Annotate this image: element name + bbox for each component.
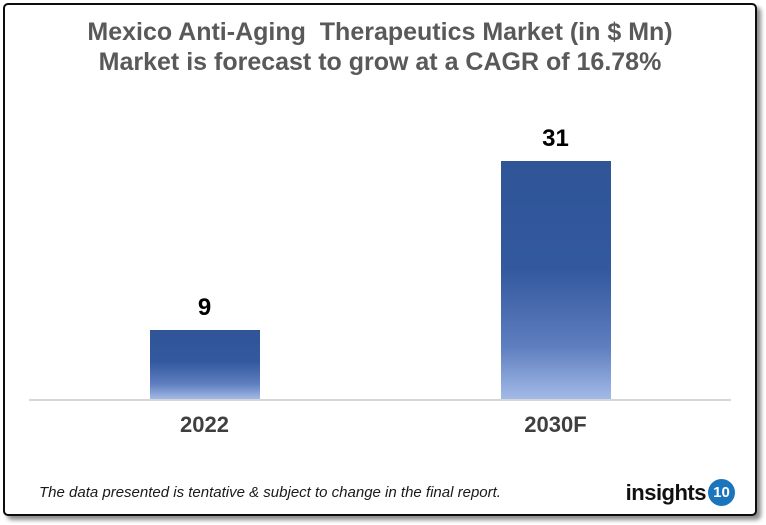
insights10-logo: insights 10 [626,479,735,506]
logo-10-badge-icon: 10 [708,479,735,506]
chart-title-block: Mexico Anti-Aging Therapeutics Market (i… [5,17,755,77]
bar-column-2030f: 31 [380,100,731,399]
bar-2022 [149,330,260,399]
data-label-2022: 9 [197,294,212,321]
data-label-2030f: 31 [542,125,569,153]
bar-2030f [500,161,611,399]
x-axis-label-2022: 2022 [180,412,229,437]
chart-subtitle: Market is forecast to grow at a CAGR of … [98,48,662,76]
x-axis-labels: 2022 2030F [29,412,731,438]
disclaimer-text: The data presented is tentative & subjec… [39,484,501,501]
x-axis-label-2030f: 2030F [524,412,587,437]
bar-column-2022: 9 [29,100,380,399]
chart-frame: Mexico Anti-Aging Therapeutics Market (i… [3,3,757,516]
logo-wordmark: insights [625,479,707,505]
chart-title: Mexico Anti-Aging Therapeutics Market (i… [87,18,673,46]
plot-area: 9 31 [29,100,731,401]
footer: The data presented is tentative & subjec… [39,479,735,506]
